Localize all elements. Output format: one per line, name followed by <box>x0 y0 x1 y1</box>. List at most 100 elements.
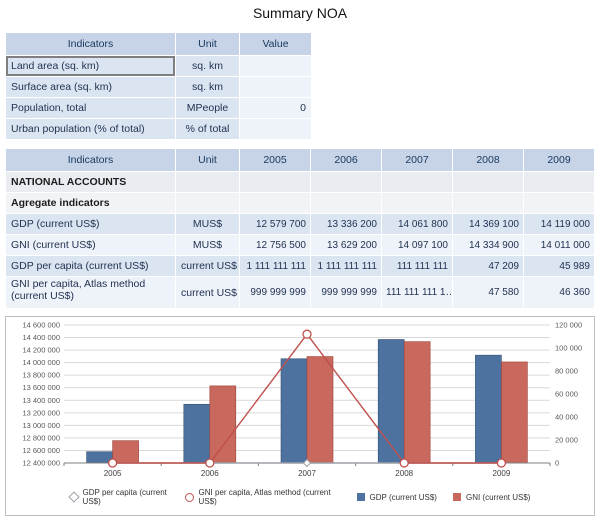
svg-text:14 400 000: 14 400 000 <box>22 333 60 342</box>
cell-value-2007[interactable]: 111 111 111 1… <box>381 276 453 309</box>
cell-empty[interactable] <box>381 171 453 193</box>
col-header-unit[interactable]: Unit <box>175 148 240 172</box>
diamond-marker-icon <box>67 491 80 503</box>
chart-legend: GDP per capita (current US$) GNI per cap… <box>6 487 594 506</box>
svg-text:13 000 000: 13 000 000 <box>22 421 60 430</box>
cell-value-2005[interactable]: 12 579 700 <box>239 213 311 235</box>
cell-value-2006[interactable]: 13 629 200 <box>310 234 382 256</box>
cell-empty[interactable] <box>310 171 382 193</box>
cell-value-2006[interactable]: 999 999 999 <box>310 276 382 309</box>
indicators-value-table: Indicators Unit Value Land area (sq. km)… <box>5 32 312 140</box>
svg-text:2007: 2007 <box>298 469 316 478</box>
table-row: Population, total MPeople 0 <box>5 97 312 119</box>
section-label[interactable]: Agregate indicators <box>5 192 176 214</box>
cell-empty[interactable] <box>239 171 311 193</box>
svg-text:2005: 2005 <box>104 469 122 478</box>
cell-indicator-selected[interactable]: Land area (sq. km) <box>5 55 176 77</box>
svg-text:12 400 000: 12 400 000 <box>22 459 60 468</box>
cell-value-2005[interactable]: 1 111 111 111 <box>239 255 311 277</box>
svg-text:100 000: 100 000 <box>555 344 582 353</box>
section-label[interactable]: NATIONAL ACCOUNTS <box>5 171 176 193</box>
cell-unit[interactable]: current US$ <box>175 276 240 309</box>
cell-value-2006[interactable]: 1 111 111 111 <box>310 255 382 277</box>
col-header-2007[interactable]: 2007 <box>381 148 453 172</box>
cell-unit[interactable]: % of total <box>175 118 240 140</box>
svg-text:2006: 2006 <box>201 469 219 478</box>
cell-value-2005[interactable]: 12 756 500 <box>239 234 311 256</box>
cell-unit[interactable]: sq. km <box>175 76 240 98</box>
svg-text:12 800 000: 12 800 000 <box>22 433 60 442</box>
svg-text:40 000: 40 000 <box>555 413 578 422</box>
col-header-2005[interactable]: 2005 <box>239 148 311 172</box>
cell-indicator[interactable]: GDP per capita (current US$) <box>5 255 176 277</box>
table-row-gni: GNI (current US$) MUS$ 12 756 500 13 629… <box>5 234 595 256</box>
col-header-unit[interactable]: Unit <box>175 32 240 56</box>
cell-value-2009[interactable]: 46 360 <box>523 276 595 309</box>
cell-unit[interactable]: current US$ <box>175 255 240 277</box>
chart-panel: 12 400 000 12 600 000 12 800 000 13 000 000… <box>5 316 595 516</box>
circle-marker-icon <box>184 492 194 502</box>
cell-value-2009[interactable]: 45 989 <box>523 255 595 277</box>
cell-unit[interactable]: sq. km <box>175 55 240 77</box>
cell-value-2008[interactable]: 14 369 100 <box>452 213 524 235</box>
cell-value-2009[interactable]: 14 011 000 <box>523 234 595 256</box>
page-title: Summary NOA <box>252 5 348 21</box>
cell-value-2007[interactable]: 14 061 800 <box>381 213 453 235</box>
cell-empty[interactable] <box>175 171 240 193</box>
cell-value-2006[interactable]: 13 336 200 <box>310 213 382 235</box>
table-row-gdp: GDP (current US$) MUS$ 12 579 700 13 336… <box>5 213 595 235</box>
legend-item-gdp-per-capita: GDP per capita (current US$) <box>67 488 169 506</box>
cell-empty[interactable] <box>452 192 524 214</box>
legend-label: GNI per capita, Atlas method (current US… <box>198 488 331 507</box>
cell-empty[interactable] <box>381 192 453 214</box>
svg-text:2008: 2008 <box>395 469 413 478</box>
cell-value[interactable] <box>239 76 312 98</box>
svg-text:2009: 2009 <box>493 469 511 478</box>
cell-value-2008[interactable]: 14 334 900 <box>452 234 524 256</box>
cell-value-2007[interactable]: 111 111 111 <box>381 255 453 277</box>
cell-value-2009[interactable]: 14 119 000 <box>523 213 595 235</box>
col-header-indicators[interactable]: Indicators <box>5 32 176 56</box>
section-row-national-accounts: NATIONAL ACCOUNTS <box>5 171 595 193</box>
legend-item-gdp: GDP (current US$) <box>356 493 437 502</box>
cell-empty[interactable] <box>175 192 240 214</box>
cell-empty[interactable] <box>523 192 595 214</box>
table-header-row: Indicators Unit 2005 2006 2007 2008 2009 <box>5 148 595 172</box>
cell-value[interactable] <box>239 118 312 140</box>
section-row-agregate-indicators: Agregate indicators <box>5 192 595 214</box>
cell-empty[interactable] <box>310 192 382 214</box>
table-row-gni-per-capita: GNI per capita, Atlas method (current US… <box>5 276 595 309</box>
cell-unit[interactable]: MPeople <box>175 97 240 119</box>
cell-empty[interactable] <box>523 171 595 193</box>
cell-empty[interactable] <box>452 171 524 193</box>
noa-combo-chart: 12 400 000 12 600 000 12 800 000 13 000 000… <box>22 321 582 479</box>
cell-value[interactable] <box>239 55 312 77</box>
col-header-value[interactable]: Value <box>239 32 312 56</box>
cell-indicator[interactable]: GNI (current US$) <box>5 234 176 256</box>
svg-text:13 200 000: 13 200 000 <box>22 408 60 417</box>
cell-value-2005[interactable]: 999 999 999 <box>239 276 311 309</box>
cell-indicator[interactable]: GDP (current US$) <box>5 213 176 235</box>
cell-unit[interactable]: MUS$ <box>175 234 240 256</box>
col-header-indicators[interactable]: Indicators <box>5 148 176 172</box>
table-row: Land area (sq. km) sq. km <box>5 55 312 77</box>
svg-text:14 600 000: 14 600 000 <box>22 321 60 330</box>
cell-value-2007[interactable]: 14 097 100 <box>381 234 453 256</box>
cell-indicator[interactable]: Urban population (% of total) <box>5 118 176 140</box>
cell-value-2008[interactable]: 47 580 <box>452 276 524 309</box>
legend-item-gni: GNI (current US$) <box>452 493 530 502</box>
col-header-2006[interactable]: 2006 <box>310 148 382 172</box>
table-row-gdp-per-capita: GDP per capita (current US$) current US$… <box>5 255 595 277</box>
cell-value-2008[interactable]: 47 209 <box>452 255 524 277</box>
cell-value[interactable]: 0 <box>239 97 312 119</box>
svg-text:13 400 000: 13 400 000 <box>22 396 60 405</box>
cell-indicator[interactable]: Surface area (sq. km) <box>5 76 176 98</box>
cell-indicator[interactable]: Population, total <box>5 97 176 119</box>
col-header-2008[interactable]: 2008 <box>452 148 524 172</box>
col-header-2009[interactable]: 2009 <box>523 148 595 172</box>
svg-text:13 800 000: 13 800 000 <box>22 371 60 380</box>
cell-empty[interactable] <box>239 192 311 214</box>
cell-indicator[interactable]: GNI per capita, Atlas method (current US… <box>5 276 176 309</box>
cell-unit[interactable]: MUS$ <box>175 213 240 235</box>
svg-text:0: 0 <box>555 459 559 468</box>
